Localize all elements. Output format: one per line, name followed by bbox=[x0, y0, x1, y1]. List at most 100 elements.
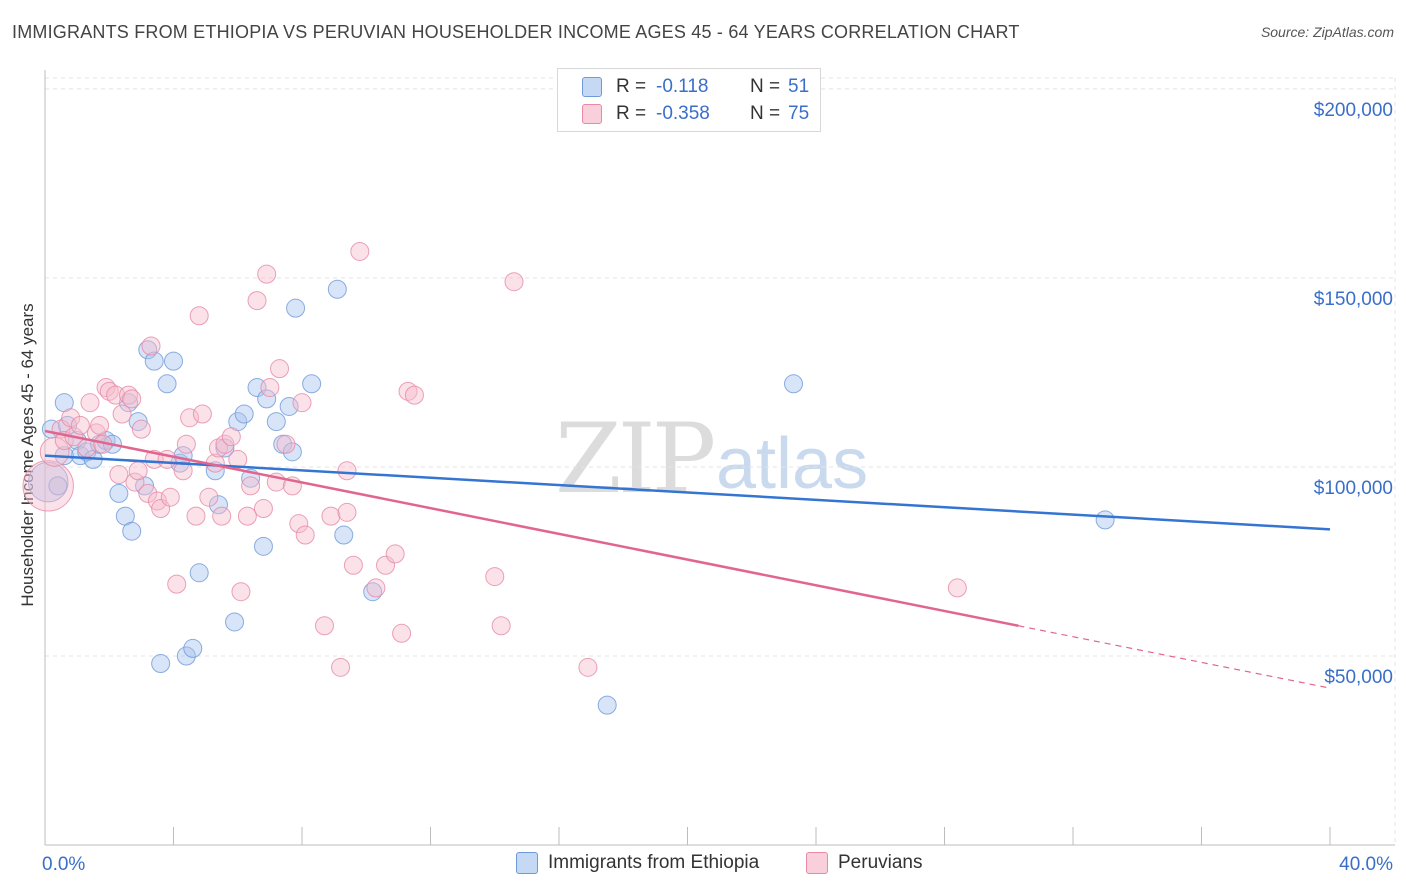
series-label-ethiopia: Immigrants from Ethiopia bbox=[548, 852, 760, 873]
trend-line-peruvians bbox=[44, 429, 1019, 627]
legend-r-value: -0.358 bbox=[656, 103, 710, 124]
data-point bbox=[122, 521, 142, 541]
legend-r-label: R = bbox=[616, 103, 647, 124]
data-point bbox=[231, 582, 251, 602]
data-point bbox=[119, 385, 139, 405]
data-point bbox=[314, 616, 334, 636]
data-point bbox=[208, 495, 228, 515]
data-point bbox=[266, 412, 286, 432]
data-point bbox=[80, 393, 100, 413]
data-point bbox=[70, 415, 90, 435]
data-point bbox=[270, 359, 290, 379]
data-point bbox=[90, 415, 110, 435]
data-point bbox=[183, 638, 203, 658]
data-point bbox=[257, 389, 277, 409]
data-point bbox=[151, 654, 171, 674]
data-point bbox=[221, 427, 241, 447]
data-point bbox=[212, 506, 232, 526]
legend-n-value: 75 bbox=[788, 103, 810, 124]
data-point bbox=[597, 695, 617, 715]
data-point bbox=[138, 483, 158, 503]
data-point bbox=[784, 374, 804, 394]
data-point bbox=[39, 436, 70, 467]
series-label-peruvians: Peruvians bbox=[838, 852, 923, 873]
data-point bbox=[141, 336, 161, 356]
data-point bbox=[337, 502, 357, 522]
data-point bbox=[189, 306, 209, 326]
legend-n-label: N = bbox=[750, 103, 781, 124]
data-point bbox=[189, 563, 209, 583]
data-point bbox=[392, 623, 412, 643]
chart-title: IMMIGRANTS FROM ETHIOPIA VS PERUVIAN HOU… bbox=[12, 22, 1020, 42]
data-point bbox=[27, 461, 69, 503]
data-point bbox=[398, 381, 418, 401]
data-point bbox=[237, 506, 257, 526]
series-swatch-ethiopia bbox=[516, 852, 538, 874]
data-point bbox=[96, 378, 116, 398]
data-point bbox=[109, 465, 129, 485]
data-point bbox=[302, 374, 322, 394]
data-point bbox=[276, 434, 296, 454]
data-point bbox=[289, 514, 309, 534]
legend-n-label: N = bbox=[750, 76, 781, 97]
data-point bbox=[350, 241, 370, 261]
data-point bbox=[147, 491, 167, 511]
data-point bbox=[282, 442, 302, 462]
legend-swatch-peruvians bbox=[582, 104, 602, 124]
data-point bbox=[157, 374, 177, 394]
data-point bbox=[180, 408, 200, 428]
data-point bbox=[167, 574, 187, 594]
data-point bbox=[173, 461, 193, 481]
data-point bbox=[485, 567, 505, 587]
data-point bbox=[160, 487, 180, 507]
data-point bbox=[61, 408, 81, 428]
data-point bbox=[327, 279, 347, 299]
data-point bbox=[125, 472, 145, 492]
data-point bbox=[199, 487, 219, 507]
legend-r-label: R = bbox=[616, 76, 647, 97]
series-ethiopia bbox=[27, 279, 1115, 715]
data-point bbox=[331, 657, 351, 677]
data-point bbox=[947, 578, 967, 598]
data-point bbox=[1095, 510, 1115, 530]
trend-line-ethiopia bbox=[44, 454, 1331, 531]
data-point bbox=[109, 483, 129, 503]
data-point bbox=[366, 578, 386, 598]
data-point bbox=[122, 389, 142, 409]
data-point bbox=[215, 434, 235, 454]
data-point bbox=[247, 291, 267, 311]
series-swatch-peruvians bbox=[806, 852, 828, 874]
data-point bbox=[253, 499, 273, 519]
data-point bbox=[112, 404, 132, 424]
series-legend-ethiopia[interactable]: Immigrants from Ethiopia bbox=[516, 852, 759, 874]
data-point bbox=[343, 555, 363, 575]
data-point bbox=[292, 393, 312, 413]
data-point bbox=[279, 396, 299, 416]
legend-n-value: 51 bbox=[788, 76, 810, 97]
legend-row-ethiopia: R = -0.118 N = 51 bbox=[582, 76, 809, 98]
data-point bbox=[128, 412, 148, 432]
data-point bbox=[253, 536, 273, 556]
data-point bbox=[334, 525, 354, 545]
data-point bbox=[363, 582, 383, 602]
data-point bbox=[99, 381, 119, 401]
data-point bbox=[22, 460, 74, 512]
y-tick-label: $100,000 bbox=[1314, 478, 1393, 499]
data-point bbox=[286, 298, 306, 318]
series-legend: Immigrants from Ethiopia Peruvians bbox=[0, 852, 1406, 878]
series-legend-peruvians[interactable]: Peruvians bbox=[806, 852, 923, 874]
data-point bbox=[295, 525, 315, 545]
y-tick-label: $150,000 bbox=[1314, 289, 1393, 310]
data-point bbox=[176, 434, 196, 454]
y-tick-label: $50,000 bbox=[1324, 667, 1393, 688]
data-point bbox=[578, 657, 598, 677]
legend-swatch-ethiopia bbox=[582, 77, 602, 97]
data-point bbox=[257, 264, 277, 284]
series-peruvians bbox=[22, 241, 967, 677]
correlation-legend: R = -0.118 N = 51 R = -0.358 N = 75 bbox=[557, 68, 821, 132]
data-point bbox=[234, 404, 254, 424]
data-point bbox=[192, 404, 212, 424]
data-point bbox=[241, 476, 261, 496]
data-point bbox=[404, 385, 424, 405]
